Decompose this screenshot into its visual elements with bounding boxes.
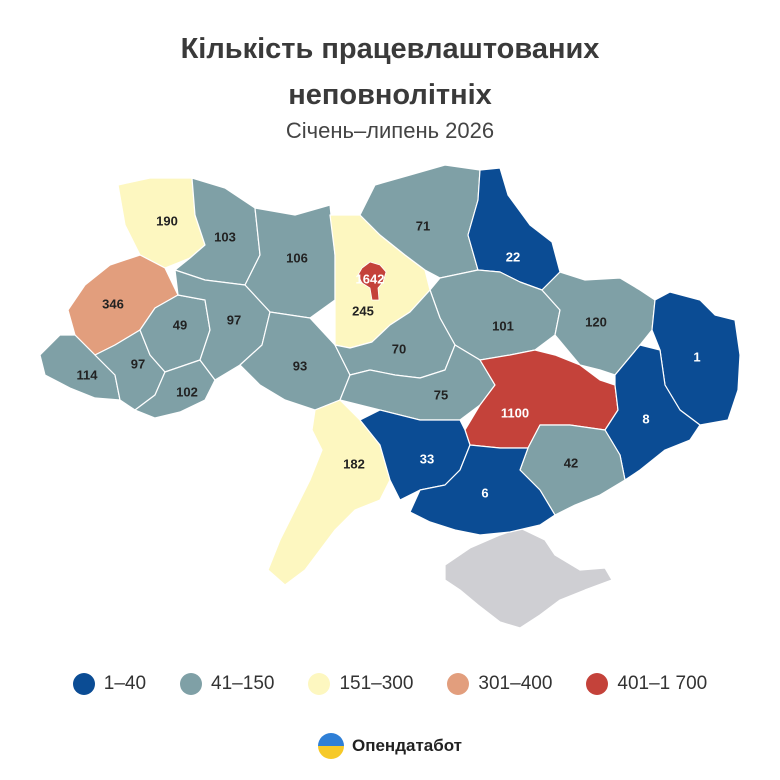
label-cherkasy: 70 [392,341,406,356]
title-line-2: неповнолітніх [288,79,492,111]
label-rivne: 103 [214,229,236,244]
label-zaporizhzhia: 42 [564,455,578,470]
region-zhytomyr[interactable] [244,204,336,319]
brand-name: Опендатабот [351,736,463,755]
legend-swatch-2 [180,673,203,695]
label-volyn: 190 [156,213,178,228]
label-ivano-frankivsk: 97 [131,356,145,371]
label-poltava: 101 [492,318,514,333]
label-kyiv-oblast: 245 [352,303,374,318]
label-lviv: 346 [102,296,124,311]
legend-label-4: 301–400 [478,673,553,694]
label-luhansk: 1 [693,349,700,364]
brand: Опендатабот [0,733,780,759]
label-zhytomyr: 106 [286,250,308,265]
region-crimea [444,527,613,629]
region-donetsk[interactable] [604,344,701,481]
region-kharkiv[interactable] [541,271,656,376]
label-khmelnytskyi: 97 [227,312,241,327]
legend-item-2: 41–150 [180,673,274,695]
legend-swatch-3 [308,673,331,695]
legend-item-5: 401–1 700 [586,673,707,695]
label-zakarpattia: 114 [77,367,99,382]
region-khmelnytskyi[interactable] [174,269,271,381]
legend-label-2: 41–150 [211,673,275,694]
label-chernivtsi: 102 [176,384,198,399]
label-mykolaiv: 33 [420,451,434,466]
label-vinnytsia: 93 [293,358,307,373]
label-kyiv-city: 1642 [356,271,385,286]
region-zakarpattia[interactable] [39,334,121,401]
legend-swatch-5 [586,673,609,695]
legend-swatch-1 [72,673,95,695]
legend-item-4: 301–400 [447,673,552,695]
label-chernihiv: 71 [416,218,430,233]
legend-swatch-4 [447,673,470,695]
region-kherson[interactable] [409,444,556,536]
title-line-1: Кількість працевлаштованих [180,33,600,65]
region-kyiv-city[interactable] [357,261,387,301]
legend-label-5: 401–1 700 [617,673,708,694]
legend-label-3: 151–300 [339,673,414,694]
map-legend: 1–40 41–150 151–300 301–400 401–1 700 [0,673,780,695]
label-odesa: 182 [343,456,365,471]
legend-label-1: 1–40 [103,673,147,694]
label-donetsk: 8 [642,411,649,426]
legend-item-1: 1–40 [72,673,147,695]
legend-item-3: 151–300 [308,673,413,695]
label-kirovohrad: 75 [434,387,448,402]
label-ternopil: 49 [173,317,187,332]
opendatabot-logo-icon [317,733,344,759]
map-subtitle: Січень–липень 2026 [285,118,495,143]
map-title: Кількість працевлаштованих неповнолітніх [0,26,780,118]
label-sumy: 22 [506,249,520,264]
label-kherson: 6 [481,485,488,500]
label-kharkiv: 120 [585,314,607,329]
label-dnipropetrovsk: 1100 [501,405,529,420]
